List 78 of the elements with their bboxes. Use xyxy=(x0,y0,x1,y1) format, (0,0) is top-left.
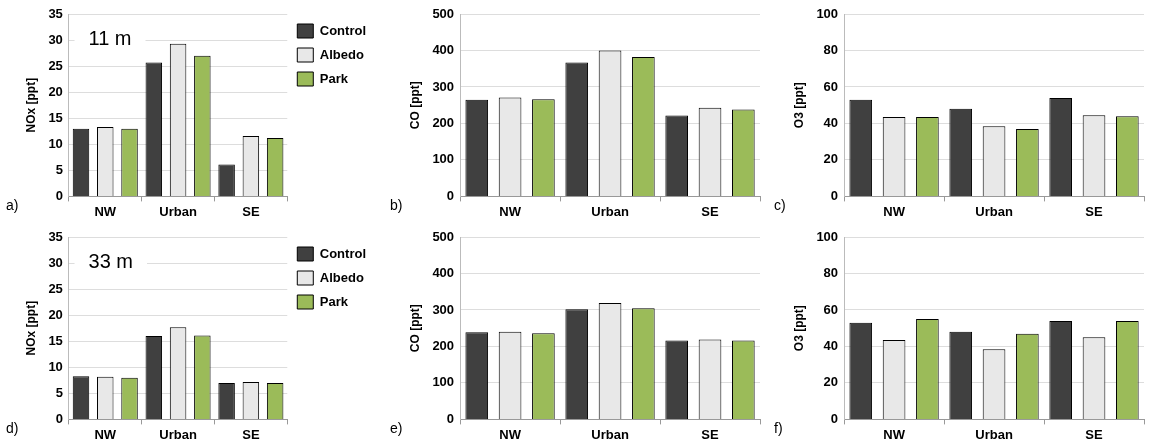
y-tick-label: 20 xyxy=(823,374,839,390)
y-tick-label: 80 xyxy=(823,265,839,281)
x-tick-label: Urban xyxy=(591,426,629,442)
x-tick-label: SE xyxy=(242,203,260,219)
y-axis-title: NOx [ppt] xyxy=(23,300,38,356)
x-tick-label: Urban xyxy=(975,426,1013,442)
y-tick-label: 30 xyxy=(48,254,63,270)
y-tick-label: 300 xyxy=(432,78,455,94)
y-axis-title: CO [ppt] xyxy=(407,81,422,130)
x-tick-label: NW xyxy=(883,203,906,219)
y-tick-label: 20 xyxy=(823,151,839,167)
y-axis-title: O3 [ppt] xyxy=(791,305,806,352)
x-tick-label: Urban xyxy=(591,203,629,219)
y-tick-label: 0 xyxy=(830,187,839,203)
legend-label: Park xyxy=(319,293,349,309)
y-tick-label: 80 xyxy=(823,42,839,58)
y-tick-label: 100 xyxy=(432,374,455,390)
x-tick-label: SE xyxy=(1085,426,1104,442)
legend-label: Albedo xyxy=(319,46,364,62)
y-tick-label: 100 xyxy=(432,151,455,167)
y-tick-label: 20 xyxy=(48,83,63,99)
y-tick-label: 100 xyxy=(816,5,839,21)
y-tick-label: 40 xyxy=(823,115,839,131)
y-tick-label: 60 xyxy=(823,78,839,94)
text: e) xyxy=(390,420,403,436)
y-tick-label: 300 xyxy=(432,301,455,317)
y-tick-label: 400 xyxy=(432,265,455,281)
x-tick-label: SE xyxy=(701,426,720,442)
y-tick-label: 25 xyxy=(48,57,63,73)
text: d) xyxy=(6,420,19,436)
y-axis-title: NOx [ppt] xyxy=(23,77,38,133)
y-tick-label: 60 xyxy=(823,301,839,317)
legend-label: Albedo xyxy=(319,269,364,285)
y-tick-label: 15 xyxy=(48,109,63,125)
y-tick-label: 5 xyxy=(55,161,63,177)
y-tick-label: 15 xyxy=(48,332,63,348)
annotation: 33 m xyxy=(88,249,133,272)
text: a) xyxy=(6,197,19,213)
x-tick-label: Urban xyxy=(159,426,197,442)
x-tick-label: SE xyxy=(242,426,260,442)
x-tick-label: SE xyxy=(701,203,720,219)
x-tick-label: NW xyxy=(499,203,522,219)
y-tick-label: 200 xyxy=(432,338,455,354)
x-tick-label: NW xyxy=(94,203,117,219)
legend-label: Park xyxy=(319,70,349,86)
legend-label: Control xyxy=(319,245,367,261)
y-tick-label: 500 xyxy=(432,5,455,21)
y-tick-label: 500 xyxy=(432,228,455,244)
y-tick-label: 0 xyxy=(446,187,455,203)
y-tick-label: 100 xyxy=(816,228,839,244)
y-tick-label: 10 xyxy=(48,358,63,374)
x-tick-label: SE xyxy=(1085,203,1104,219)
y-tick-label: 30 xyxy=(48,31,63,47)
x-tick-label: Urban xyxy=(159,203,197,219)
y-tick-label: 0 xyxy=(55,410,63,426)
y-tick-label: 0 xyxy=(830,410,839,426)
y-tick-label: 20 xyxy=(48,306,63,322)
text: b) xyxy=(390,197,403,213)
x-tick-label: NW xyxy=(883,426,906,442)
text: f) xyxy=(774,420,783,436)
y-axis-title: O3 [ppt] xyxy=(791,82,806,129)
y-tick-label: 400 xyxy=(432,42,455,58)
y-tick-label: 0 xyxy=(446,410,455,426)
text: c) xyxy=(774,197,786,213)
y-axis-title: CO [ppt] xyxy=(407,304,422,353)
x-tick-label: NW xyxy=(499,426,522,442)
y-tick-label: 40 xyxy=(823,338,839,354)
y-tick-label: 5 xyxy=(55,384,63,400)
y-tick-label: 0 xyxy=(55,187,63,203)
annotation: 11 m xyxy=(88,26,132,49)
y-tick-label: 200 xyxy=(432,115,455,131)
y-tick-label: 35 xyxy=(48,5,63,21)
legend-label: Control xyxy=(319,22,367,38)
x-tick-label: NW xyxy=(94,426,117,442)
x-tick-label: Urban xyxy=(975,203,1013,219)
y-tick-label: 35 xyxy=(48,228,63,244)
y-tick-label: 25 xyxy=(48,280,63,296)
y-tick-label: 10 xyxy=(48,135,63,151)
